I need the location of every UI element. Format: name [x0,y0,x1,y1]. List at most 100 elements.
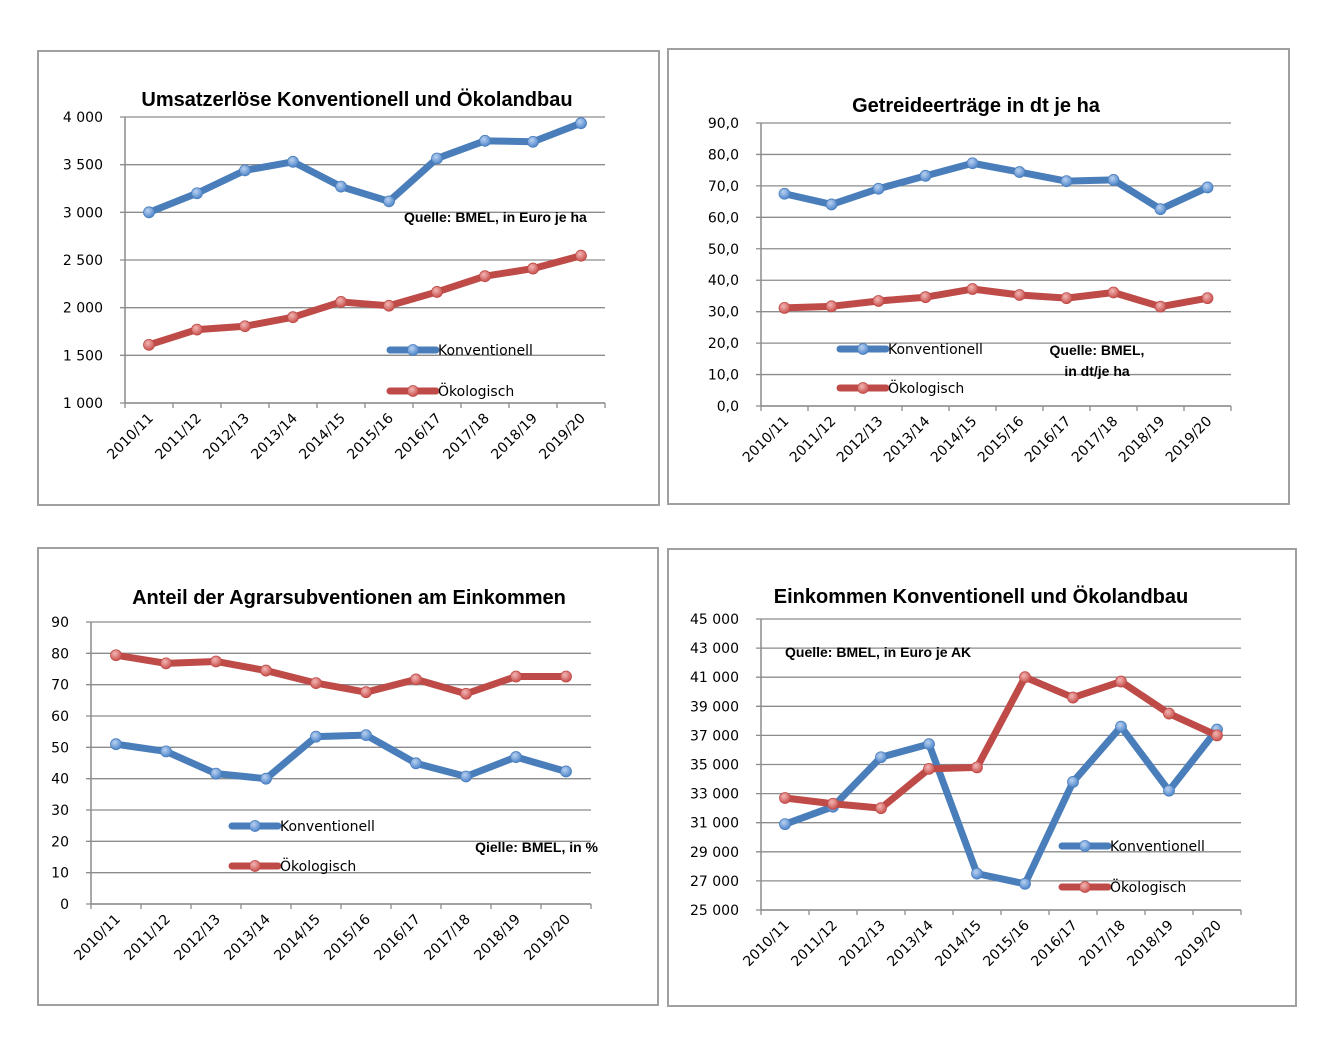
data-point-oekologisch [1163,707,1175,720]
y-tick-label: 39 000 [690,699,739,715]
y-tick-label: 60 [51,709,69,725]
x-tick-label: 2010/11 [740,918,792,970]
x-tick-label: 2011/12 [152,411,204,463]
y-tick-label: 10,0 [708,368,739,384]
source-note: Quelle: BMEL, [1050,342,1145,358]
series-line-konventionell [145,119,585,216]
data-point-oekologisch [239,320,251,333]
x-tick-label: 2014/15 [932,918,984,970]
x-tick-label: 2011/12 [121,912,173,964]
data-point-konventionell [383,195,395,208]
data-point-oekologisch [1107,286,1120,299]
y-tick-label: 29 000 [690,845,739,861]
legend-label-konventionell: Konventionell [438,343,533,359]
data-point-konventionell [527,135,539,148]
data-point-oekologisch [287,311,299,324]
x-tick-label: 2015/16 [344,410,397,463]
data-point-konventionell [1013,166,1026,178]
x-tick-label: 2011/12 [788,918,840,970]
series-line-oekologisch [145,252,585,349]
data-point-konventionell [1154,203,1167,216]
source-note: in dt/je ha [1064,363,1130,379]
data-point-oekologisch [1211,729,1223,742]
x-tick-label: 2015/16 [975,413,1028,466]
x-tick-label: 2016/17 [371,912,423,964]
data-point-konventionell [1067,776,1079,788]
data-point-konventionell [360,729,372,742]
y-tick-label: 0,0 [717,399,739,415]
x-tick-label: 2019/20 [1163,414,1215,466]
data-point-oekologisch [1201,292,1214,305]
data-point-konventionell [410,757,422,770]
data-point-oekologisch [160,657,172,670]
y-tick-label: 30,0 [708,305,739,321]
x-tick-label: 2019/20 [521,912,573,964]
y-tick-label: 33 000 [690,787,739,803]
data-point-konventionell [460,770,472,783]
y-tick-label: 27 000 [690,874,739,890]
source-note: Quelle: BMEL, in Euro je ha [404,209,587,225]
data-point-oekologisch [410,673,422,686]
series-line-konventionell [112,731,570,783]
y-tick-label: 3 000 [63,205,103,221]
data-point-konventionell [872,182,885,195]
legend-marker-oekologisch [407,385,419,397]
data-point-oekologisch [310,677,322,689]
data-point-konventionell [825,198,838,211]
chart-1: Umsatzerlöse Konventionell und Ökolandba… [63,88,606,463]
y-tick-label: 43 000 [690,641,739,657]
series-line-oekologisch [781,673,1221,812]
data-point-konventionell [110,738,122,751]
data-point-oekologisch [527,262,539,275]
data-point-konventionell [479,134,491,147]
x-tick-label: 2011/12 [787,414,839,466]
data-point-oekologisch [966,283,979,295]
legend-marker-oekologisch [1079,881,1091,893]
data-point-konventionell [1115,720,1127,733]
data-point-konventionell [260,772,272,785]
chart-panel-getreideertraege [667,48,1290,505]
data-point-konventionell [287,155,299,168]
chart-4: Einkommen Konventionell und Ökolandbau 25… [690,585,1242,970]
series-line-oekologisch [781,285,1211,312]
data-point-konventionell [779,818,791,831]
x-tick-label: 2018/19 [1116,414,1168,466]
data-point-oekologisch [260,664,272,677]
y-tick-label: 80 [51,646,69,662]
x-tick-label: 2012/13 [836,918,888,970]
legend-marker-konventionell [407,344,419,356]
y-tick-label: 80,0 [708,147,739,163]
data-point-konventionell [1163,784,1175,797]
data-point-oekologisch [575,249,587,262]
y-tick-label: 60,0 [708,210,739,226]
y-tick-label: 40 [51,772,69,788]
data-point-konventionell [875,751,887,764]
y-tick-label: 2 500 [63,253,103,269]
chart-3: Anteil der Agrarsubventionen am Einkomme… [51,587,598,964]
data-point-oekologisch [971,761,983,774]
data-point-oekologisch [1060,292,1073,305]
data-point-konventionell [335,180,347,193]
series-line-konventionell [781,159,1211,213]
y-tick-label: 1 000 [63,396,103,412]
data-point-konventionell [191,187,203,200]
legend-label-konventionell: Konventionell [888,342,983,358]
data-point-oekologisch [479,270,491,283]
x-tick-label: 2017/18 [440,411,492,463]
data-point-oekologisch [383,299,395,312]
legend-marker-oekologisch [249,860,261,872]
y-tick-label: 90 [51,615,69,631]
data-point-oekologisch [1013,289,1026,301]
data-point-konventionell [239,164,251,177]
legend-label-konventionell: Konventionell [280,819,375,835]
data-point-oekologisch [875,802,887,815]
x-tick-label: 2010/11 [740,414,792,466]
y-tick-label: 1 500 [63,348,103,364]
legend-label-oekologisch: Ökologisch [438,382,514,400]
legend-label-oekologisch: Ökologisch [280,857,356,875]
data-point-oekologisch [191,323,203,336]
y-tick-label: 70 [51,678,69,694]
legend-marker-konventionell [1079,840,1091,852]
y-tick-label: 3 500 [63,158,103,174]
x-tick-label: 2016/17 [1022,414,1074,466]
